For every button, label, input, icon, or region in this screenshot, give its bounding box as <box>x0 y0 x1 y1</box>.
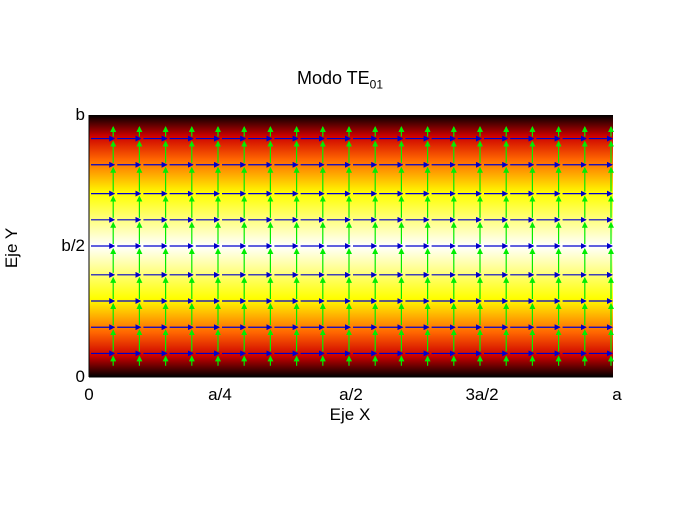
y-tick-label: 0 <box>75 367 85 386</box>
y-tick-label: b <box>75 105 85 124</box>
y-axis-label: Eje Y <box>2 227 21 269</box>
x-axis-label: Eje X <box>329 405 371 424</box>
y-tick-label: b/2 <box>61 236 85 255</box>
heat-field <box>89 115 613 377</box>
x-tick-label: a <box>612 385 622 404</box>
x-tick-label: a/2 <box>339 385 363 404</box>
chart-title: Modo TE01 <box>0 68 680 92</box>
title-main: Modo TE <box>296 68 370 88</box>
x-tick-label: a/4 <box>208 385 232 404</box>
x-tick-label: 3a/2 <box>465 385 499 404</box>
x-tick-label: 0 <box>84 385 94 404</box>
title-subscript: 01 <box>369 77 384 92</box>
